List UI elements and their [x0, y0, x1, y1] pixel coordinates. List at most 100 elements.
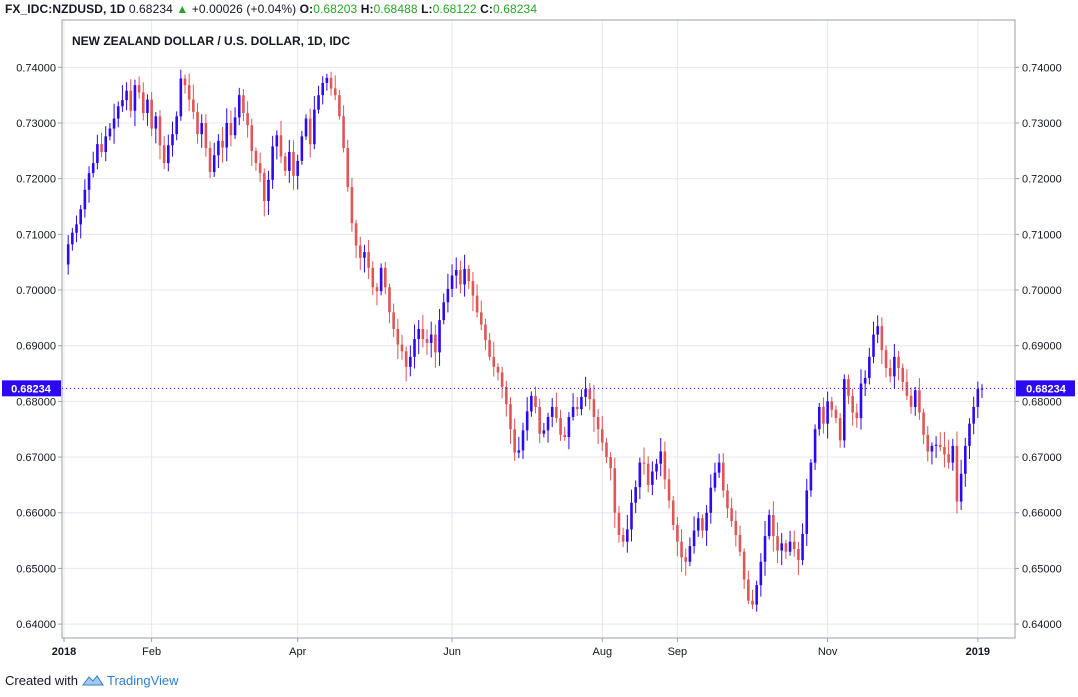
candle [350, 177, 354, 232]
candle [108, 123, 112, 141]
candle [913, 386, 917, 416]
candle [471, 272, 475, 312]
y-tick-label-left: 0.70000 [16, 285, 56, 297]
candle [763, 521, 767, 576]
candle [413, 324, 416, 369]
candle [409, 345, 412, 377]
candle-body [659, 451, 662, 464]
candle [751, 589, 754, 610]
candle-body [404, 351, 408, 367]
candle-body [843, 379, 846, 441]
candle-body [817, 406, 821, 430]
candle-body [329, 77, 333, 89]
candle-body [980, 388, 984, 390]
candle-body [938, 444, 942, 448]
candle-body [976, 389, 980, 407]
candle-body [692, 530, 696, 547]
candle-body [237, 95, 241, 118]
candle-body [755, 585, 758, 605]
candle [425, 329, 429, 355]
candle-body [626, 529, 629, 542]
candle-body [267, 179, 270, 201]
candle [922, 408, 925, 445]
candle-body [200, 123, 203, 135]
candle-body [676, 524, 679, 542]
candle-body [417, 329, 420, 340]
candle-body [425, 339, 429, 343]
candle [242, 89, 245, 122]
symbol-label: FX_IDC:NZDUSD, 1D [5, 2, 126, 16]
candle [450, 264, 454, 298]
candle [684, 548, 688, 576]
candle [943, 431, 946, 468]
candle-body [375, 287, 379, 292]
candle-body [959, 473, 963, 502]
candle [822, 397, 825, 434]
candle-body [901, 367, 905, 382]
candle [246, 101, 249, 138]
candle-body [125, 90, 128, 101]
candle [171, 121, 174, 157]
candle [659, 438, 662, 477]
candle [509, 397, 512, 444]
candle-body [855, 412, 859, 419]
y-tick-label-left: 0.65000 [16, 563, 56, 575]
candle-body [137, 85, 141, 93]
candle-body [575, 406, 579, 410]
candle [688, 537, 692, 567]
tradingview-brand[interactable]: TradingView [107, 673, 179, 688]
candle [605, 438, 608, 463]
candle [851, 388, 854, 426]
candle [617, 506, 621, 543]
candle [479, 300, 483, 330]
candle-body [367, 252, 370, 268]
candle-body [392, 312, 395, 329]
candle [459, 260, 462, 294]
candle [338, 89, 341, 120]
candle-body [254, 150, 258, 164]
candle [517, 436, 521, 459]
candle-body [500, 372, 504, 387]
candle [363, 244, 366, 273]
candle [475, 284, 479, 318]
price-change: +0.00026 (+0.04%) [191, 2, 297, 16]
candle [805, 478, 809, 546]
chart-title: NEW ZEALAND DOLLAR / U.S. DOLLAR, 1D, ID… [72, 34, 350, 48]
candle-body [429, 334, 433, 343]
open-label: O: [299, 2, 314, 16]
candle [792, 530, 796, 557]
candle [313, 95, 316, 150]
candle [955, 431, 959, 514]
candle [642, 447, 646, 475]
candle [271, 135, 274, 189]
candle-body [325, 77, 329, 83]
candle-body [613, 468, 617, 513]
candle-body [742, 551, 746, 580]
x-tick-label: 2019 [966, 646, 990, 658]
candle-body [667, 479, 671, 501]
candle-body [968, 423, 971, 446]
candle [947, 439, 950, 469]
candle [705, 505, 708, 546]
candle [404, 346, 408, 382]
candle [446, 273, 450, 313]
y-tick-label-right: 0.64000 [1022, 619, 1062, 631]
candle-body [150, 99, 153, 129]
candle [817, 402, 821, 436]
candle [175, 111, 178, 141]
candle-body [696, 518, 700, 531]
candle [772, 501, 775, 552]
candle [893, 343, 896, 389]
candle-body [684, 557, 688, 562]
candle [79, 204, 82, 239]
price-tag-left [2, 380, 61, 397]
candle-body [888, 367, 892, 377]
candle-body [713, 472, 717, 488]
candle-body [438, 320, 441, 353]
candle [488, 332, 491, 361]
candle-body [726, 490, 729, 509]
candle-body [354, 223, 358, 246]
candle-body [246, 112, 249, 126]
candle [237, 87, 241, 126]
